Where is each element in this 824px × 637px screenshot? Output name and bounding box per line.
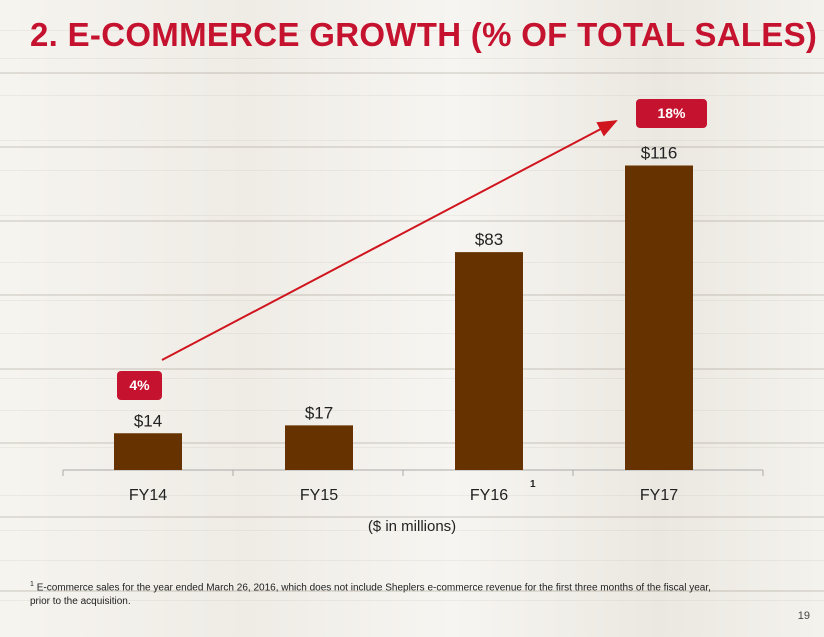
value-label-fy14: $14 <box>134 411 162 430</box>
wood-grain-line <box>0 170 824 171</box>
wood-grain-line <box>0 600 824 601</box>
x-axis-ticks <box>62 470 764 476</box>
category-label-fy16: FY16 <box>470 487 508 504</box>
units-label: ($ in millions) <box>367 518 457 535</box>
wood-grain-line <box>0 378 824 379</box>
fy16-footnote-marker: 1 <box>530 479 536 490</box>
footnote-text: E-commerce sales for the year ended Marc… <box>30 582 711 608</box>
page-title: 2. E-COMMERCE GROWTH (% OF TOTAL SALES) <box>30 16 818 53</box>
wood-grain-line <box>0 300 824 301</box>
start-percentage-badge: 4% <box>117 371 162 400</box>
end-percentage-badge: 18% <box>636 99 707 128</box>
wood-grain-line <box>0 333 824 334</box>
wood-grain-line <box>0 447 824 448</box>
wood-grain-line <box>0 530 824 531</box>
wood-grain-line <box>0 95 824 96</box>
bar-fy15 <box>285 425 353 470</box>
wood-grain-line <box>0 410 824 411</box>
wood-grain-line <box>0 58 824 59</box>
category-label-fy14: FY14 <box>129 487 167 504</box>
category-labels-group: FY14 FY15 FY16 FY17 <box>129 487 678 504</box>
wood-grain-line <box>0 215 824 216</box>
page-number: 19 <box>797 610 810 622</box>
value-labels-group: $14 $17 $83 $116 <box>134 144 677 431</box>
bars-group <box>114 165 693 470</box>
wood-grain-line <box>0 560 824 561</box>
wood-grain-line <box>0 140 824 141</box>
value-label-fy16: $83 <box>475 230 503 249</box>
category-label-fy15: FY15 <box>300 487 338 504</box>
bar-fy17 <box>625 165 693 470</box>
value-label-fy15: $17 <box>305 403 333 422</box>
category-label-fy17: FY17 <box>640 487 678 504</box>
wood-grain-line <box>0 262 824 263</box>
bar-fy14 <box>114 433 182 470</box>
footnote: 1 E-commerce sales for the year ended Ma… <box>30 578 720 609</box>
wood-grain-line <box>0 30 824 31</box>
bar-fy16 <box>455 252 523 470</box>
footnote-marker: 1 <box>30 581 34 588</box>
wood-grain-line <box>0 495 824 496</box>
growth-trend-arrow <box>161 120 618 361</box>
value-label-fy17: $116 <box>641 144 678 163</box>
